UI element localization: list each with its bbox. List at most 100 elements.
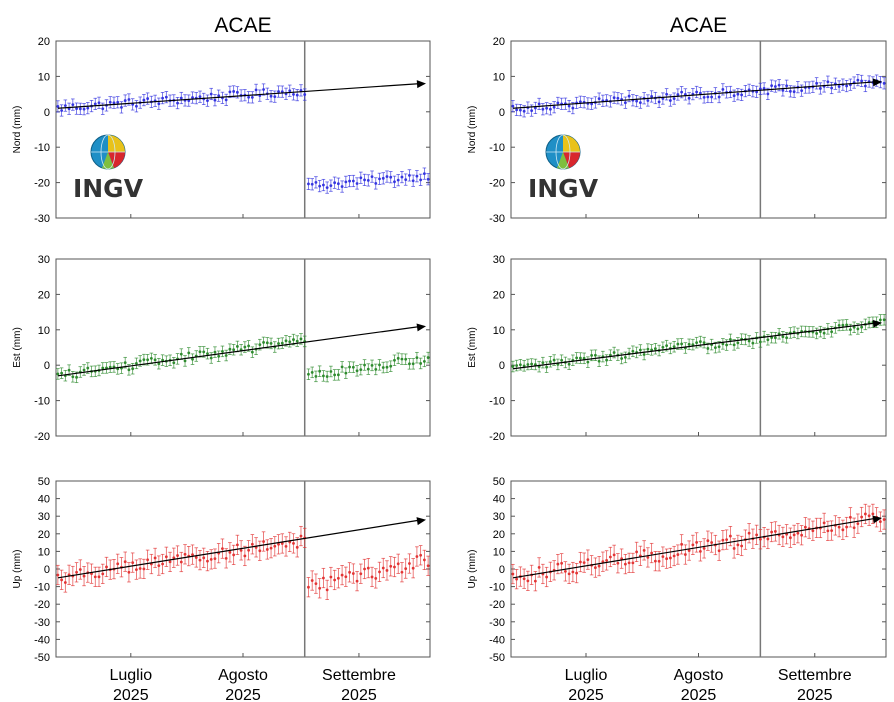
data-point bbox=[680, 342, 684, 346]
globe-icon-segment bbox=[563, 152, 581, 168]
data-point bbox=[672, 554, 676, 558]
data-point bbox=[381, 366, 385, 369]
trend-line bbox=[57, 519, 423, 579]
data-point bbox=[627, 561, 631, 565]
data-point bbox=[721, 342, 725, 346]
data-point bbox=[277, 342, 280, 345]
data-point bbox=[355, 182, 359, 185]
data-point bbox=[597, 564, 601, 568]
data-point bbox=[710, 95, 714, 99]
data-point bbox=[146, 558, 150, 562]
panel-nord: -30 -20 -10 0 10 20 Nord (mm) INGV bbox=[467, 36, 887, 225]
data-point bbox=[299, 337, 303, 341]
data-point bbox=[687, 96, 691, 100]
data-point bbox=[206, 559, 209, 563]
data-point bbox=[567, 104, 571, 108]
data-point bbox=[608, 555, 612, 559]
data-point bbox=[359, 572, 363, 576]
data-point bbox=[556, 562, 560, 566]
data-point bbox=[616, 96, 620, 100]
x-tick-label-year: 2025 bbox=[797, 687, 833, 702]
data-point bbox=[556, 101, 560, 105]
data-point bbox=[131, 561, 135, 565]
data-point bbox=[329, 370, 333, 373]
data-point bbox=[336, 373, 340, 377]
data-point bbox=[325, 375, 329, 378]
data-point bbox=[292, 338, 295, 341]
data-point bbox=[627, 94, 631, 98]
data-point bbox=[747, 339, 751, 343]
data-point bbox=[191, 96, 194, 99]
x-tick-label-year: 2025 bbox=[225, 687, 261, 702]
data-point bbox=[135, 568, 138, 572]
data-point bbox=[157, 564, 161, 567]
panel-up: -50 -40 -30 -20 -10 0 10 20 30 40 50 Up (mm) bbox=[12, 476, 431, 664]
y-tick-label: -30 bbox=[489, 213, 505, 225]
y-tick-label: 0 bbox=[499, 107, 505, 119]
data-point bbox=[785, 84, 789, 88]
data-point bbox=[665, 344, 669, 348]
y-tick-label: 0 bbox=[44, 107, 50, 119]
data-point bbox=[348, 179, 351, 183]
data-point bbox=[419, 178, 423, 182]
plot-frame bbox=[55, 40, 431, 219]
data-point bbox=[277, 542, 280, 546]
data-point bbox=[612, 553, 616, 557]
data-point bbox=[837, 525, 841, 529]
data-point bbox=[198, 95, 202, 99]
y-tick-label: 30 bbox=[493, 511, 505, 523]
y-tick-label: 20 bbox=[493, 529, 505, 541]
ingv-logo-text: INGV bbox=[73, 174, 144, 203]
data-point bbox=[292, 92, 295, 96]
y-tick-label: -10 bbox=[489, 142, 505, 154]
data-point bbox=[575, 571, 579, 575]
data-point bbox=[191, 553, 194, 557]
data-point bbox=[863, 512, 867, 516]
data-point bbox=[590, 353, 594, 357]
x-tick-label-year: 2025 bbox=[341, 687, 377, 702]
data-point bbox=[164, 95, 168, 99]
data-point bbox=[82, 107, 86, 111]
data-point bbox=[837, 324, 841, 327]
data-point bbox=[127, 98, 131, 101]
data-point bbox=[575, 356, 579, 360]
data-point bbox=[856, 522, 860, 526]
data-point bbox=[105, 565, 108, 569]
data-point bbox=[108, 365, 112, 369]
y-tick-label: 10 bbox=[38, 546, 50, 558]
plot-frame bbox=[510, 40, 887, 219]
trend-line bbox=[512, 517, 879, 579]
data-point bbox=[378, 363, 381, 367]
data-point bbox=[605, 558, 609, 562]
data-point bbox=[359, 176, 363, 180]
data-point bbox=[770, 530, 774, 534]
data-point bbox=[355, 579, 359, 583]
data-point bbox=[560, 561, 564, 565]
data-point bbox=[586, 558, 590, 562]
data-point bbox=[183, 359, 187, 363]
data-point bbox=[638, 101, 642, 105]
data-point bbox=[635, 99, 639, 103]
data-point bbox=[597, 97, 601, 101]
data-point bbox=[247, 95, 251, 99]
data-point bbox=[537, 102, 541, 106]
data-point bbox=[56, 573, 60, 577]
data-point bbox=[758, 340, 762, 344]
data-point bbox=[322, 183, 325, 187]
data-point bbox=[307, 182, 310, 186]
data-point bbox=[101, 572, 105, 576]
y-tick-label: 20 bbox=[493, 36, 505, 48]
data-point bbox=[665, 92, 669, 96]
data-point bbox=[325, 186, 329, 190]
data-point bbox=[710, 541, 714, 544]
y-tick-label: 20 bbox=[38, 529, 50, 541]
data-point bbox=[706, 347, 710, 350]
data-point bbox=[322, 374, 325, 378]
data-point bbox=[788, 536, 792, 540]
data-point bbox=[366, 178, 370, 182]
data-point bbox=[676, 93, 680, 96]
trend-arrowhead bbox=[872, 319, 882, 328]
data-point bbox=[318, 184, 322, 188]
data-point bbox=[381, 176, 385, 180]
data-point bbox=[329, 575, 333, 579]
